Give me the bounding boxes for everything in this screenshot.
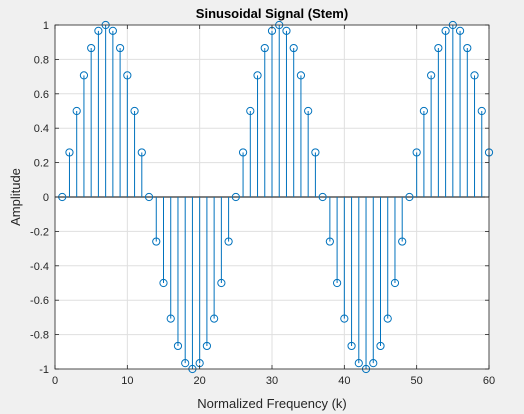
stem-marker [116, 43, 125, 53]
stem-marker [181, 359, 190, 368]
stem-marker [289, 43, 298, 53]
stem-marker [434, 43, 443, 53]
x-tick-label: 50 [411, 375, 423, 387]
stem-marker [376, 341, 385, 351]
stem-marker [333, 278, 342, 288]
stem-marker [108, 26, 117, 35]
y-tick-label: -0.6 [30, 295, 49, 307]
stem-marker [412, 148, 421, 157]
stem-marker [455, 26, 465, 35]
x-axis-label: Normalized Frequency (k) [197, 396, 347, 411]
stem-marker [398, 237, 407, 246]
stem-marker [87, 43, 96, 53]
stem-marker [441, 26, 450, 35]
x-tick-label: 30 [266, 375, 278, 387]
stem-marker [318, 192, 327, 202]
stem-marker [419, 106, 428, 116]
stem-marker [427, 71, 436, 80]
stem-marker [470, 71, 479, 80]
stem-marker [72, 106, 81, 116]
stem-marker [159, 278, 168, 288]
y-tick-label: 0.8 [34, 54, 49, 66]
stem-marker [210, 314, 219, 323]
x-tick-label: 10 [121, 375, 133, 387]
stem-marker [340, 314, 349, 323]
x-tick-label: 60 [483, 375, 495, 387]
chart-title: Sinusoidal Signal (Stem) [196, 6, 348, 21]
x-tick-label: 20 [194, 375, 206, 387]
stem-marker [282, 26, 291, 35]
stem-marker [296, 71, 306, 80]
stem-marker [304, 106, 313, 116]
stem-marker [231, 192, 240, 202]
y-tick-label: 0 [43, 192, 49, 204]
stem-marker [246, 106, 255, 116]
y-tick-label: 1 [43, 20, 49, 32]
stem-series [58, 20, 494, 374]
stem-marker [65, 148, 74, 157]
y-axis-label: Amplitude [8, 168, 23, 226]
stem-marker [369, 359, 378, 368]
y-tick-label: -1 [39, 364, 49, 376]
stem-marker [137, 148, 146, 157]
stem-marker [144, 192, 154, 202]
stem-marker [79, 71, 89, 80]
stem-marker [238, 148, 248, 157]
y-tick-label: -0.2 [30, 226, 49, 238]
y-tick-label: -0.4 [30, 261, 49, 273]
stem-marker [390, 278, 400, 288]
y-tick-label: -0.8 [30, 330, 49, 342]
x-tick-label: 0 [52, 375, 58, 387]
stem-marker [383, 314, 392, 323]
stem-marker [94, 26, 103, 35]
stem-marker [217, 278, 226, 288]
x-tick-label: 40 [338, 375, 350, 387]
stem-marker [130, 106, 139, 116]
stem-marker [354, 359, 363, 368]
stem-marker [253, 71, 262, 80]
stem-marker [325, 237, 334, 246]
stem-marker [311, 148, 320, 157]
stem-marker [347, 341, 356, 351]
stem-marker [173, 341, 183, 351]
stem-marker [405, 192, 414, 202]
y-tick-label: 0.4 [34, 123, 49, 135]
y-tick-label: 0.2 [34, 158, 49, 170]
stem-marker [260, 43, 269, 53]
stem-marker [123, 71, 132, 80]
stem-marker [477, 106, 486, 116]
stem-marker [202, 341, 211, 351]
y-tick-label: 0.6 [34, 89, 49, 101]
stem-marker [152, 237, 161, 246]
axis-ticks: 0 10 20 30 40 50 60 -1 -0.8 -0.6 -0.4 -0.2 0 0.2 0.4 0.… [30, 20, 495, 387]
stem-marker [463, 43, 472, 53]
stem-marker [224, 237, 233, 246]
stem-marker [166, 314, 175, 323]
